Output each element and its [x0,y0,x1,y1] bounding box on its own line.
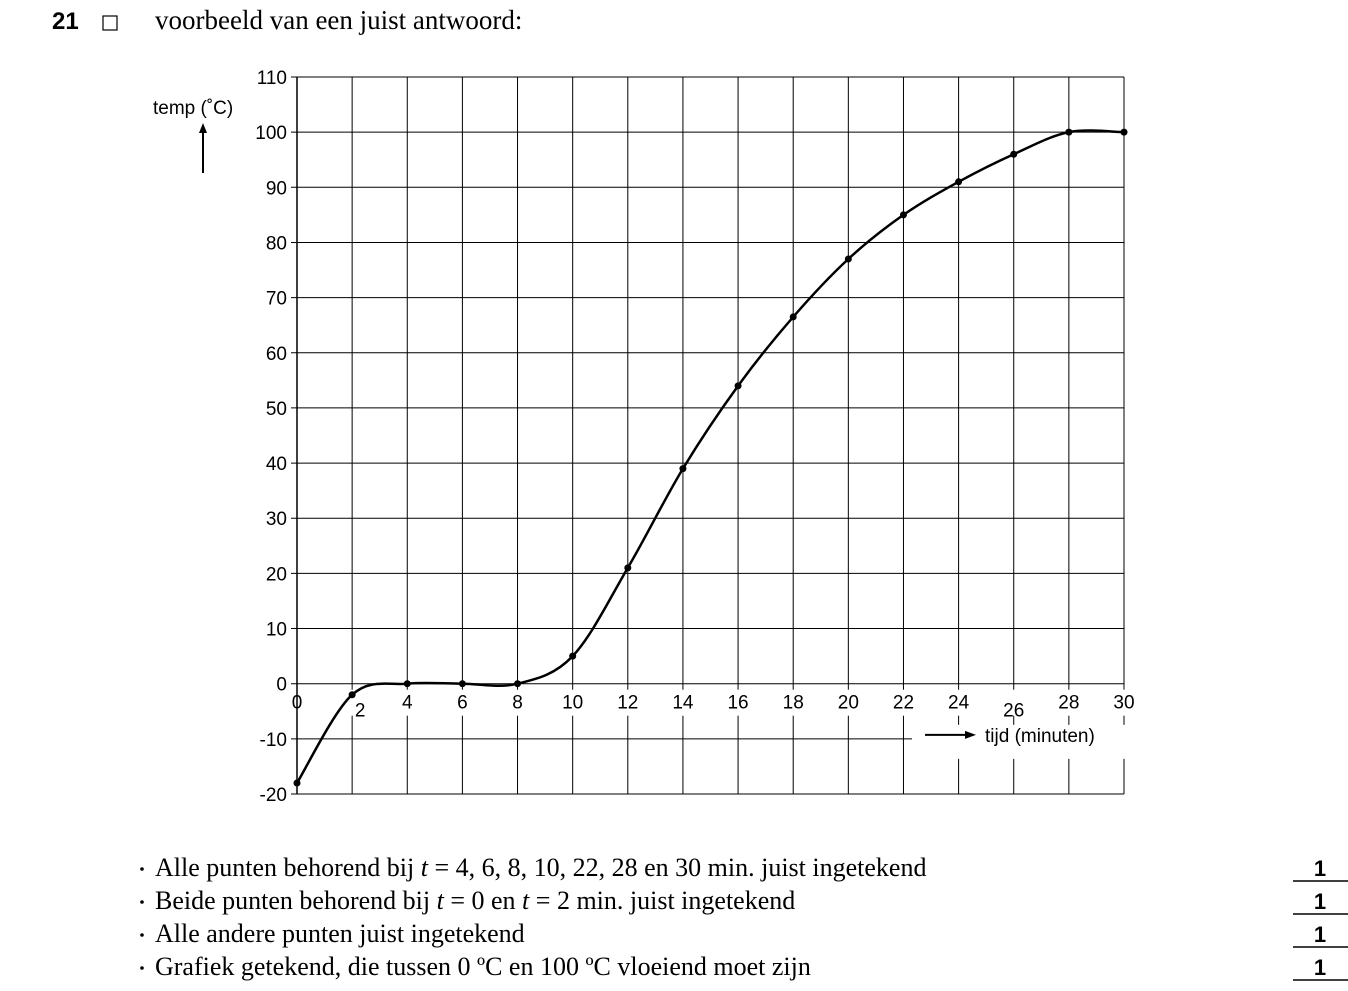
data-point [403,680,411,688]
bullet [140,933,144,937]
criterion-text: Alle punten behorend bij t = 4, 6, 8, 10… [155,853,926,882]
bullet [140,900,144,904]
text-part: t [437,886,445,915]
data-point [1120,128,1128,136]
x-tick-label: 14 [672,693,694,714]
y-tick-label: 70 [266,289,287,310]
y-tick-label: 40 [266,454,287,475]
bullet [140,966,144,970]
data-point [789,313,797,321]
x-axis-label: tijd (minuten) [985,726,1095,747]
x-tick-label: 18 [783,693,804,714]
y-tick-label: 10 [266,620,287,641]
y-arrow-head [199,123,207,133]
score: 1 [1314,922,1326,947]
question-number: 21 [52,8,79,35]
text-part: = 2 min. juist ingetekend [529,886,795,915]
x-tick-label: 20 [838,693,859,714]
criteria: Alle punten behorend bij t = 4, 6, 8, 10… [140,853,1348,981]
criterion-text: Grafiek getekend, die tussen 0 ºC en 100… [155,952,811,981]
checkbox [102,15,118,31]
text-part: t [421,853,429,882]
x-tick-label: 10 [562,693,583,714]
x-tick-label: 26 [1003,701,1024,722]
y-tick-label: 50 [266,399,287,420]
score: 1 [1314,955,1326,980]
y-tick-label: 0 [276,675,287,696]
curve [295,129,1125,784]
y-tick-label: 100 [255,123,287,144]
x-tick-label: 0 [292,693,303,714]
text-part: Alle punten behorend bij [155,853,421,882]
x-tick-label: 6 [457,693,468,714]
data-point [899,211,907,219]
x-tick-label: 24 [948,693,970,714]
text-part: = 0 en [444,886,522,915]
intro-text: voorbeeld van een juist antwoord: [155,5,522,35]
x-tick-label: 30 [1113,693,1134,714]
x-arrow-head [965,730,976,739]
data-point [955,178,963,186]
y-tick-label: 60 [266,344,287,365]
data-point [514,680,522,688]
text-part: Alle andere punten juist ingetekend [155,919,525,948]
y-tick-label: 20 [266,564,287,585]
score: 1 [1314,889,1326,914]
label-strip [912,724,1136,759]
x-tick-label: 12 [617,693,638,714]
y-axis-label: temp (˚C) [153,98,233,119]
data-point [348,691,356,699]
data-point [1065,128,1073,136]
x-tick-label: 4 [402,693,413,714]
data-point [458,680,466,688]
text-part: t [522,886,530,915]
x-tick-label: 2 [355,701,366,722]
y-tick-label: 90 [266,178,287,199]
score: 1 [1314,856,1326,881]
criterion-text: Beide punten behorend bij t = 0 en t = 2… [155,886,795,915]
data-point [844,255,852,263]
data-point [679,465,687,473]
y-tick-label: 80 [266,233,287,254]
y-tick-label: 30 [266,509,287,530]
y-tick-label: 110 [257,68,287,89]
data-point [624,564,632,572]
data-point [734,382,742,390]
text-part: Grafiek getekend, die tussen 0 ºC en 100… [155,952,811,981]
text-part: Beide punten behorend bij [155,886,437,915]
x-tick-label: 8 [512,693,523,714]
x-tick-label: 16 [727,693,748,714]
bullet [140,867,144,871]
x-tick-label: 22 [893,693,914,714]
label-strip [301,689,1140,716]
data-point [293,779,301,787]
y-tick-label: -20 [260,785,287,806]
criterion-text: Alle andere punten juist ingetekend [155,919,525,948]
data-point [1010,150,1018,158]
data-point [569,652,577,660]
y-tick-label: -10 [260,730,287,751]
x-tick-label: 28 [1058,693,1079,714]
text-part: = 4, 6, 8, 10, 22, 28 en 30 min. juist i… [428,853,927,882]
